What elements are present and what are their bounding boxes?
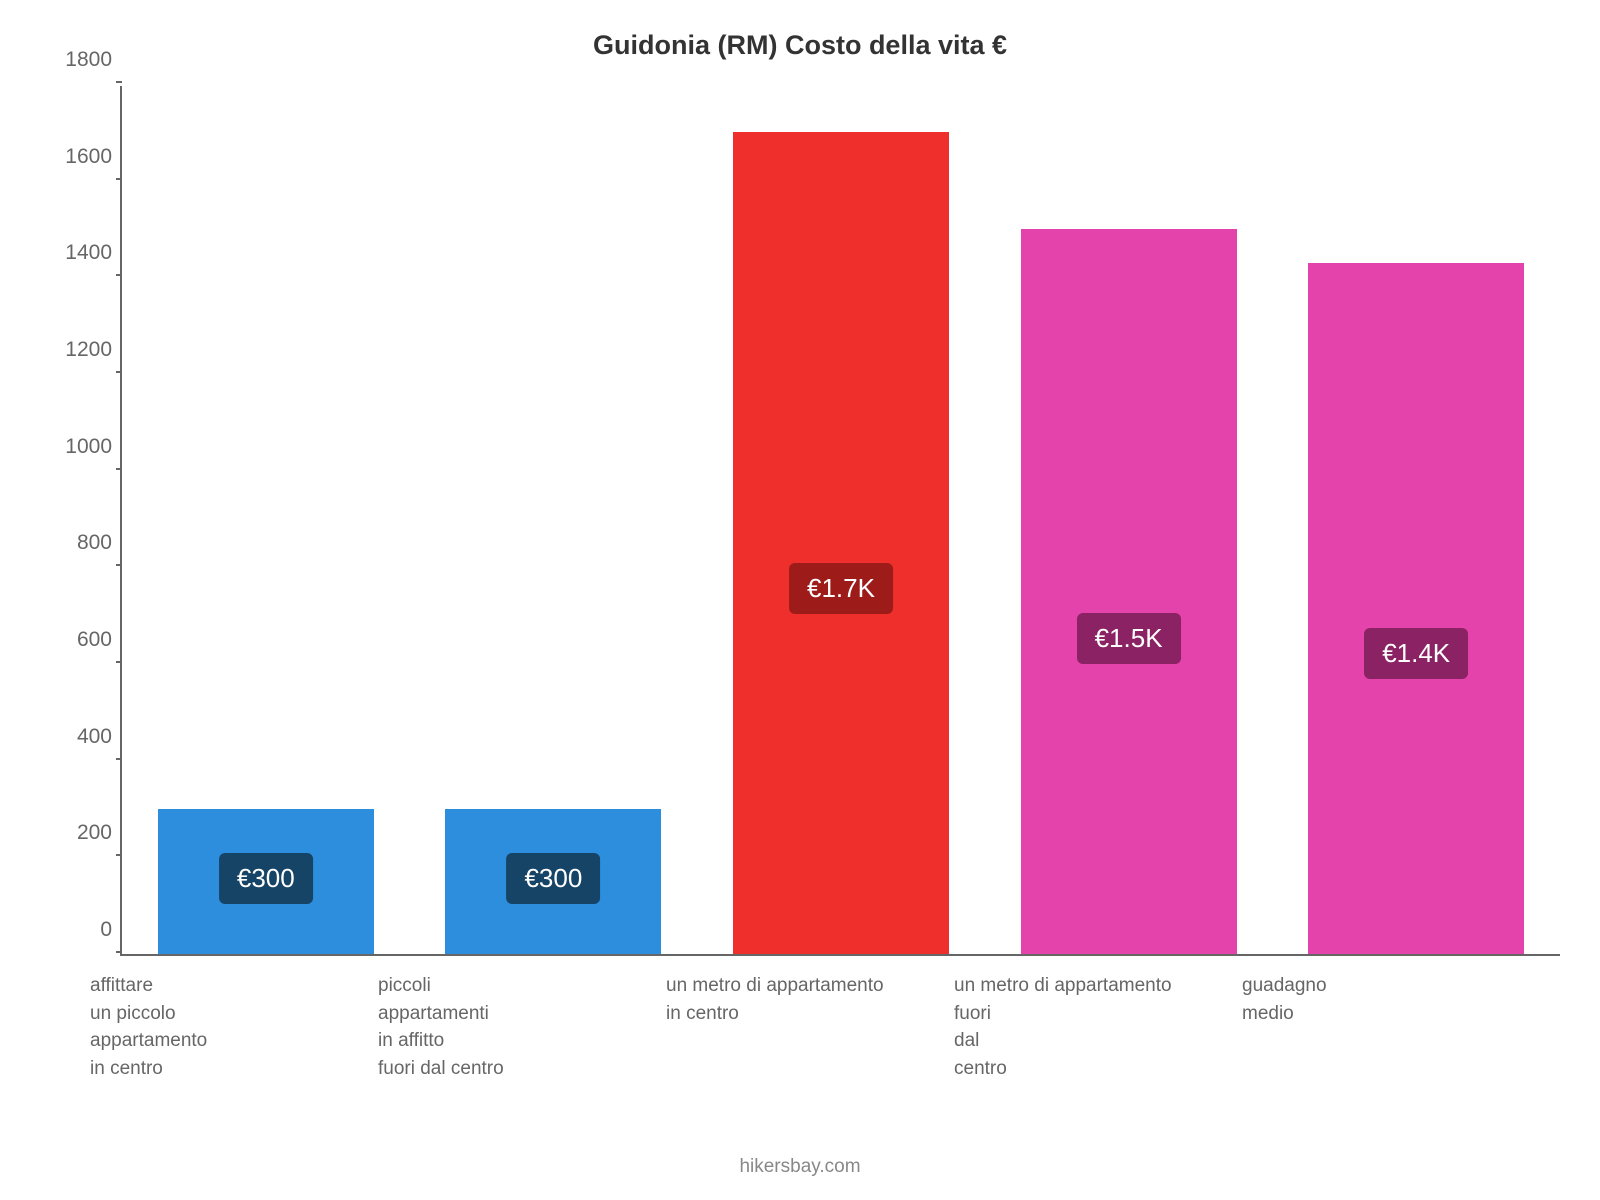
y-tick-label: 600: [52, 628, 112, 652]
bar-value-badge: €300: [506, 853, 600, 904]
bar-column: €300: [410, 86, 698, 954]
y-tick-label: 1800: [52, 48, 112, 72]
plot-inner: €300€300€1.7K€1.5K€1.4K 0200400600800100…: [120, 86, 1560, 956]
bar-value-badge: €1.7K: [789, 563, 893, 614]
y-tick-mark: [116, 564, 122, 566]
x-axis-label: affittare un piccolo appartamento in cen…: [80, 954, 368, 1082]
y-tick-mark: [116, 178, 122, 180]
y-tick-label: 0: [52, 918, 112, 942]
y-tick-mark: [116, 661, 122, 663]
y-tick-mark: [116, 274, 122, 276]
bar-value-badge: €1.5K: [1077, 613, 1181, 664]
plot-area: €300€300€1.7K€1.5K€1.4K 0200400600800100…: [120, 86, 1560, 956]
bar-value-badge: €300: [219, 853, 313, 904]
bar-column: €300: [122, 86, 410, 954]
x-axis-label: un metro di appartamento in centro: [656, 954, 944, 1082]
y-tick-label: 200: [52, 821, 112, 845]
y-tick-label: 1600: [52, 145, 112, 169]
bar: €1.7K: [733, 132, 949, 954]
bar: €300: [445, 809, 661, 954]
y-tick-label: 800: [52, 531, 112, 555]
bar: €1.5K: [1021, 229, 1237, 954]
chart-footer: hikersbay.com: [0, 1156, 1600, 1178]
y-tick-mark: [116, 951, 122, 953]
y-tick-label: 1400: [52, 241, 112, 265]
y-tick-label: 1000: [52, 435, 112, 459]
x-axis-label: piccoli appartamenti in affitto fuori da…: [368, 954, 656, 1082]
y-tick-mark: [116, 371, 122, 373]
chart-title: Guidonia (RM) Costo della vita €: [40, 30, 1560, 61]
x-axis-label: un metro di appartamento fuori dal centr…: [944, 954, 1232, 1082]
bar-column: €1.7K: [697, 86, 985, 954]
bar-value-badge: €1.4K: [1364, 628, 1468, 679]
y-tick-mark: [116, 81, 122, 83]
chart-container: Guidonia (RM) Costo della vita € €300€30…: [0, 0, 1600, 1200]
y-tick-label: 400: [52, 725, 112, 749]
y-tick-label: 1200: [52, 338, 112, 362]
x-axis-labels: affittare un piccolo appartamento in cen…: [80, 954, 1520, 1082]
bar: €300: [158, 809, 374, 954]
bar: €1.4K: [1308, 263, 1524, 954]
bar-column: €1.4K: [1272, 86, 1560, 954]
y-tick-mark: [116, 854, 122, 856]
bars-container: €300 €300 €1.7K €1.5K €1.4K: [122, 86, 1560, 954]
y-tick-mark: [116, 468, 122, 470]
bar-column: €1.5K: [985, 86, 1273, 954]
y-tick-mark: [116, 758, 122, 760]
x-axis-label: guadagno medio: [1232, 954, 1520, 1082]
